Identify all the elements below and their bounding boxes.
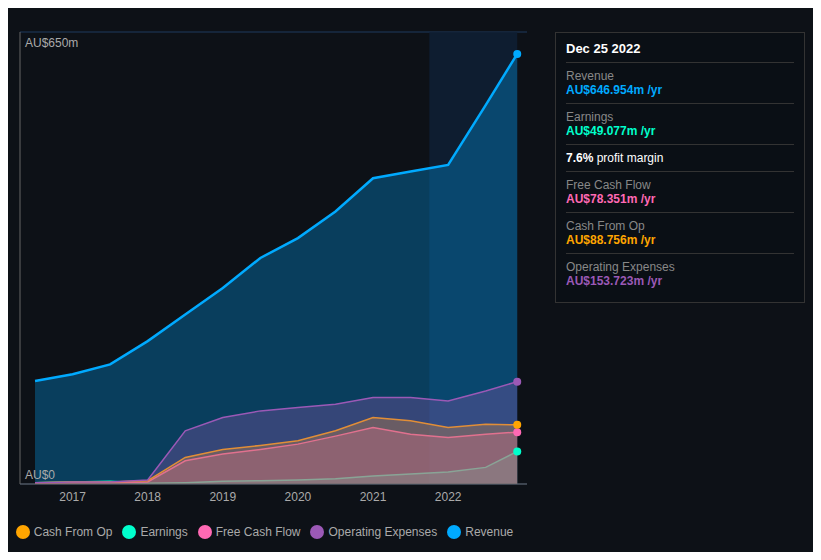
html-text:Operating Expenses: Operating Expenses (328, 525, 438, 539)
svg-text:2020: 2020 (285, 490, 312, 504)
html-text:AU$49.077m /yr: AU$49.077m /yr (566, 124, 656, 138)
html-text:AU$153.723m /yr: AU$153.723m /yr (566, 274, 663, 288)
html-text:Earnings: Earnings (140, 525, 188, 539)
html-text:Dec 25 2022: Dec 25 2022 (566, 41, 641, 56)
svg-text:2017: 2017 (59, 490, 86, 504)
html-text:7.6% profit margin: 7.6% profit margin (566, 151, 664, 165)
svg-text:2021: 2021 (360, 490, 387, 504)
html-text:Free Cash Flow: Free Cash Flow (566, 178, 651, 192)
html-text:Cash From Op: Cash From Op (33, 525, 113, 539)
html-text:Operating Expenses: Operating Expenses (566, 260, 675, 274)
html-text:Earnings: Earnings (566, 110, 614, 124)
html-text:Revenue: Revenue (465, 525, 514, 539)
svg-text:2022: 2022 (435, 490, 462, 504)
html-text:AU$78.351m /yr: AU$78.351m /yr (566, 192, 656, 206)
html-text:Revenue: Revenue (566, 69, 614, 83)
svg-text:2018: 2018 (134, 490, 161, 504)
html-text:AU$646.954m /yr: AU$646.954m /yr (566, 83, 663, 97)
svg-text:AU$0: AU$0 (25, 468, 55, 482)
html-text:Free Cash Flow: Free Cash Flow (215, 525, 301, 539)
svg-text:AU$650m: AU$650m (25, 36, 78, 50)
svg-text:2019: 2019 (209, 490, 236, 504)
html-text:AU$88.756m /yr: AU$88.756m /yr (566, 233, 656, 247)
html-text:Cash From Op: Cash From Op (566, 219, 645, 233)
